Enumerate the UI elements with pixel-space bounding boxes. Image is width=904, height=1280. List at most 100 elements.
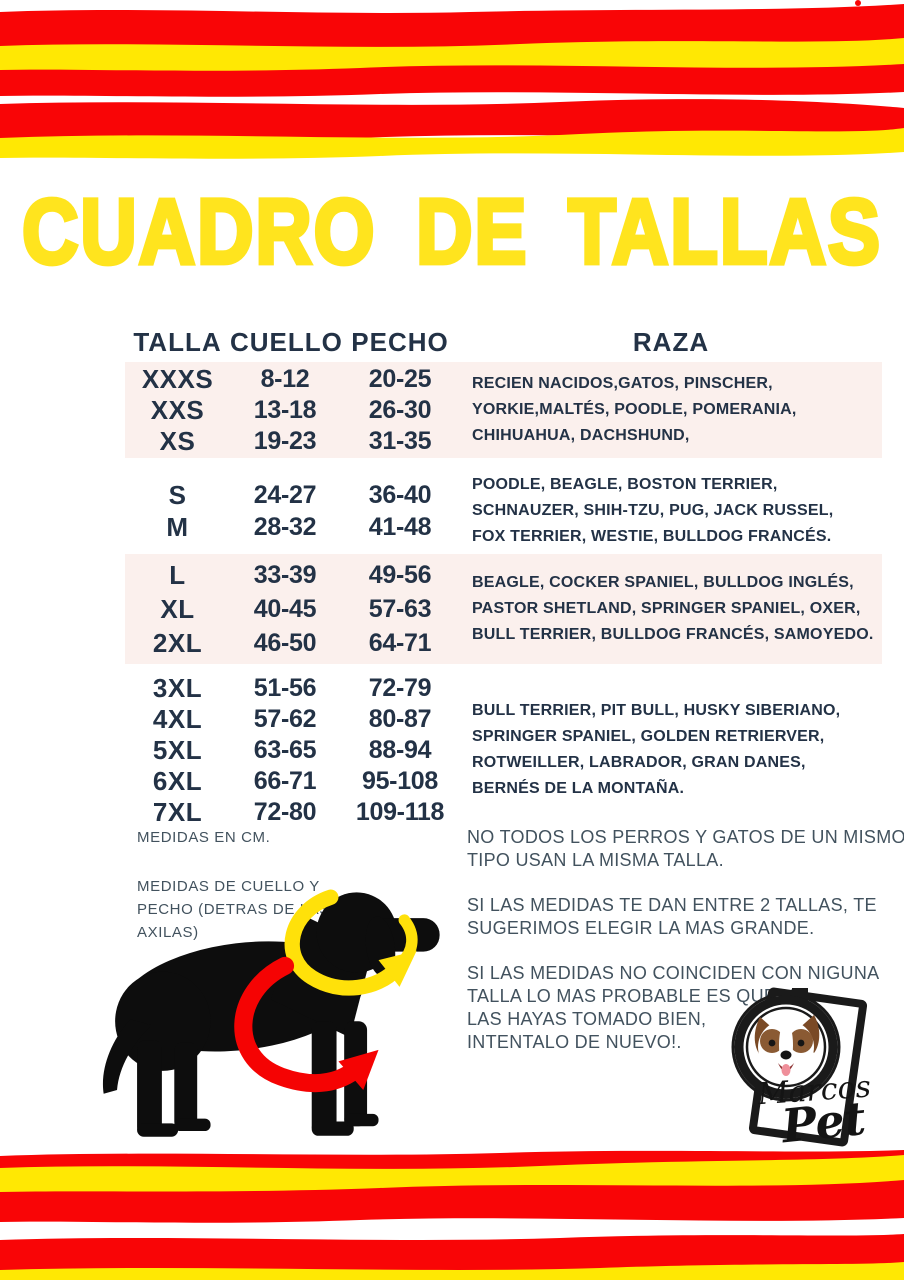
- brush-stripe-yellow: [0, 128, 904, 159]
- dog-silhouette: [102, 892, 440, 1137]
- table-row: M 28-32 41-48: [125, 511, 460, 543]
- table-row: L 33-39 49-56: [125, 558, 460, 592]
- size-label: S: [168, 479, 187, 510]
- neck-range: 72-80: [253, 797, 317, 826]
- note-paragraph: SI LAS MEDIDAS TE DAN ENTRE 2 TALLAS, TE…: [467, 894, 901, 940]
- breed-line: BEAGLE, COCKER SPANIEL, BULLDOG INGLÉS,: [472, 574, 854, 591]
- breed-line: SPRINGER SPANIEL, GOLDEN RETRIERVER,: [472, 728, 825, 745]
- breed-line: PASTOR SHETLAND, SPRINGER SPANIEL, OXER,: [472, 600, 861, 617]
- table-row: 4XL 57-62 80-87: [125, 704, 460, 735]
- table-header-row: TALLA CUELLO PECHO RAZA: [125, 327, 882, 358]
- logo-text-pet: Pet: [777, 1091, 868, 1154]
- breed-list: POODLE, BEAGLE, BOSTON TERRIER, SCHNAUZER…: [460, 472, 882, 550]
- size-label: 2XL: [152, 627, 203, 658]
- brush-stripe-red: [0, 99, 904, 141]
- sizing-advice-notes: NO TODOS LOS PERROS Y GATOS DE UN MISMO T…: [467, 826, 904, 1076]
- marcos-pet-logo: Marcos Pet: [731, 987, 872, 1154]
- bottom-brush-stripes: [0, 1150, 904, 1280]
- neck-range: 40-45: [253, 594, 317, 623]
- breed-line: SCHNAUZER, SHIH-TZU, PUG, JACK RUSSEL,: [472, 502, 834, 519]
- chest-range: 88-94: [368, 735, 432, 764]
- size-group: S 24-27 36-40 M 28-32 41-48 POODLE, BEAGLE, BO…: [125, 472, 882, 550]
- note-line: MEDIDAS DE CUELLO Y: [137, 878, 320, 895]
- neck-range: 28-32: [253, 512, 317, 541]
- page-title: CUADRO DE TALLAS: [20, 177, 882, 286]
- column-header-cuello: CUELLO: [230, 327, 343, 357]
- table-row: S 24-27 36-40: [125, 479, 460, 511]
- neck-range: 19-23: [253, 426, 317, 455]
- note-line: SUGERIMOS ELEGIR LA MAS GRANDE.: [467, 918, 815, 938]
- size-label: L: [169, 559, 186, 590]
- neck-range: 66-71: [253, 766, 317, 795]
- note-line: NO TODOS LOS PERROS Y GATOS DE UN MISMO: [467, 827, 904, 847]
- note-paragraph: SI LAS MEDIDAS NO COINCIDEN CON NIGUNA TA…: [467, 962, 901, 1054]
- size-label: 6XL: [152, 765, 203, 796]
- neck-range: 33-39: [253, 560, 317, 589]
- dog-measure-diagram: [102, 889, 440, 1137]
- table-row: 3XL 51-56 72-79: [125, 673, 460, 704]
- size-label: M: [166, 511, 189, 542]
- breed-list: RECIEN NACIDOS,GATOS, PINSCHER, YORKIE,MA…: [460, 362, 882, 458]
- size-rows: L 33-39 49-56 XL 40-45 57-63 2XL 46-50 64-71: [125, 554, 460, 664]
- breed-line: RECIEN NACIDOS,GATOS, PINSCHER,: [472, 375, 773, 392]
- top-brush-stripes: [0, 0, 904, 159]
- size-label: XS: [159, 425, 196, 456]
- size-rows: 3XL 51-56 72-79 4XL 57-62 80-87 5XL 63-65 88-94 6…: [125, 670, 460, 830]
- chest-range: 31-35: [368, 426, 432, 455]
- chest-range: 72-79: [368, 673, 432, 702]
- table-row: XS 19-23 31-35: [125, 426, 460, 457]
- table-row: XXS 13-18 26-30: [125, 395, 460, 426]
- size-label: 3XL: [152, 672, 203, 703]
- table-row: 7XL 72-80 109-118: [125, 797, 460, 828]
- note-measures-cm: MEDIDAS EN CM.: [137, 826, 270, 849]
- note-paragraph: NO TODOS LOS PERROS Y GATOS DE UN MISMO T…: [467, 826, 904, 872]
- size-rows: XXXS 8-12 20-25 XXS 13-18 26-30 XS 19-23 31-35: [125, 362, 460, 458]
- column-header-raza: RAZA: [632, 327, 710, 357]
- size-label: XXS: [150, 394, 205, 425]
- breed-line: YORKIE,MALTÉS, POODLE, POMERANIA,: [472, 401, 797, 418]
- table-row: 2XL 46-50 64-71: [125, 626, 460, 660]
- chest-range: 57-63: [368, 594, 432, 623]
- size-label: XL: [160, 593, 195, 624]
- size-label: XXXS: [141, 363, 214, 394]
- breed-line: CHIHUAHUA, DACHSHUND,: [472, 427, 690, 444]
- size-rows: S 24-27 36-40 M 28-32 41-48: [125, 472, 460, 550]
- breed-line: BULL TERRIER, BULLDOG FRANCÉS, SAMOYEDO.: [472, 626, 874, 643]
- neck-range: 51-56: [253, 673, 317, 702]
- note-line: INTENTALO DE NUEVO!.: [467, 1032, 682, 1052]
- chest-range: 26-30: [368, 395, 432, 424]
- size-label: 4XL: [152, 703, 203, 734]
- size-group: L 33-39 49-56 XL 40-45 57-63 2XL 46-50 64-71 BEAG…: [125, 554, 882, 664]
- neck-range: 63-65: [253, 735, 317, 764]
- neck-range: 13-18: [253, 395, 317, 424]
- neck-range: 24-27: [253, 480, 317, 509]
- breed-list: BEAGLE, COCKER SPANIEL, BULLDOG INGLÉS, P…: [460, 554, 882, 664]
- chest-range: 36-40: [368, 480, 432, 509]
- neck-arrow-icon: [284, 889, 418, 996]
- size-table: XXXS 8-12 20-25 XXS 13-18 26-30 XS 19-23 31-35 RE…: [125, 362, 882, 830]
- breed-line: ROTWEILLER, LABRADOR, GRAN DANES,: [472, 754, 806, 771]
- paint-speck: [855, 0, 861, 6]
- column-header-talla: TALLA: [133, 327, 222, 357]
- table-row: XXXS 8-12 20-25: [125, 364, 460, 395]
- chest-range: 41-48: [368, 512, 432, 541]
- note-line: SI LAS MEDIDAS TE DAN ENTRE 2 TALLAS, TE: [467, 895, 877, 915]
- note-line: LAS HAYAS TOMADO BIEN,: [467, 1009, 707, 1029]
- table-row: 5XL 63-65 88-94: [125, 735, 460, 766]
- note-how-to-measure: MEDIDAS DE CUELLO Y PECHO (DETRAS DE LAS A…: [137, 875, 330, 944]
- chest-range: 80-87: [368, 704, 432, 733]
- chest-range: 64-71: [368, 628, 432, 657]
- size-group: XXXS 8-12 20-25 XXS 13-18 26-30 XS 19-23 31-35 RE…: [125, 362, 882, 458]
- table-row: XL 40-45 57-63: [125, 592, 460, 626]
- note-line: TIPO USAN LA MISMA TALLA.: [467, 850, 724, 870]
- note-line: SI LAS MEDIDAS NO COINCIDEN CON NIGUNA: [467, 963, 880, 983]
- chest-range: 109-118: [355, 797, 445, 826]
- note-line: PECHO (DETRAS DE LAS: [137, 901, 330, 918]
- chest-range: 95-108: [361, 766, 439, 795]
- breed-list: BULL TERRIER, PIT BULL, HUSKY SIBERIANO,…: [460, 670, 882, 830]
- logo-dog-face: [754, 1015, 820, 1076]
- column-header-pecho: PECHO: [351, 327, 449, 357]
- neck-range: 57-62: [253, 704, 317, 733]
- brush-stripe-yellow: [0, 1262, 904, 1280]
